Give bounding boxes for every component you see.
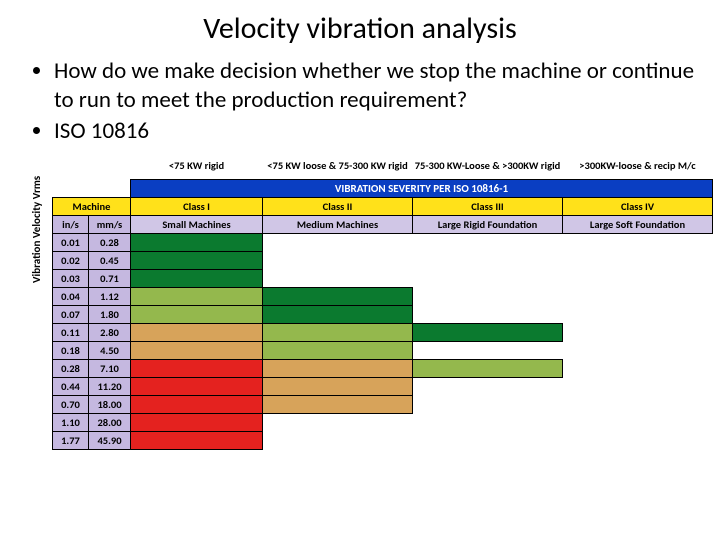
zone-cell	[131, 395, 263, 413]
page-title: Velocity vibration analysis	[24, 10, 696, 47]
val-in: 0.01	[53, 233, 89, 251]
zone-cell	[131, 233, 263, 251]
val-mm: 0.28	[89, 233, 131, 251]
val-in: 0.70	[53, 395, 89, 413]
zone-cell	[263, 341, 413, 359]
zone-cell	[263, 359, 413, 377]
cell	[53, 179, 89, 197]
val-mm: 2.80	[89, 323, 131, 341]
val-in: 1.77	[53, 431, 89, 449]
unit-mm: mm/s	[89, 215, 131, 233]
zone-cell	[263, 323, 413, 341]
zone-cell	[263, 287, 413, 305]
zone-cell	[263, 305, 413, 323]
val-mm: 7.10	[89, 359, 131, 377]
zone-cell	[131, 341, 263, 359]
machine-label: Machine	[53, 197, 131, 215]
val-mm: 4.50	[89, 341, 131, 359]
top-header: 75-300 KW-Loose & >300KW rigid	[413, 153, 563, 179]
val-in: 0.03	[53, 269, 89, 287]
zone-cell	[413, 323, 563, 341]
size-header: Large Soft Foundation	[563, 215, 713, 233]
val-mm: 0.71	[89, 269, 131, 287]
zone-cell	[131, 305, 263, 323]
y-axis-label: Vibration Velocity Vrms	[30, 176, 43, 283]
severity-chart: Vibration Velocity Vrms <75 KW rigid<75 …	[52, 153, 688, 450]
zone-cell	[131, 323, 263, 341]
val-mm: 1.80	[89, 305, 131, 323]
zone-cell	[131, 251, 263, 269]
bullet-item: How do we make decision whether we stop …	[54, 57, 696, 115]
zone-cell	[131, 359, 263, 377]
val-in: 0.44	[53, 377, 89, 395]
val-mm: 28.00	[89, 413, 131, 431]
top-header: >300KW-loose & recip M/c	[563, 153, 713, 179]
val-in: 0.02	[53, 251, 89, 269]
size-header: Large Rigid Foundation	[413, 215, 563, 233]
val-mm: 45.90	[89, 431, 131, 449]
class-header: Class III	[413, 197, 563, 215]
band-title: VIBRATION SEVERITY PER ISO 10816-1	[131, 179, 713, 197]
size-header: Medium Machines	[263, 215, 413, 233]
bullet-item: ISO 10816	[54, 117, 696, 146]
zone-cell	[263, 395, 413, 413]
class-header: Class II	[263, 197, 413, 215]
size-header: Small Machines	[131, 215, 263, 233]
zone-cell	[131, 287, 263, 305]
top-header: <75 KW rigid	[131, 153, 263, 179]
unit-in: in/s	[53, 215, 89, 233]
val-in: 0.07	[53, 305, 89, 323]
val-mm: 1.12	[89, 287, 131, 305]
val-in: 0.11	[53, 323, 89, 341]
cell	[89, 179, 131, 197]
cell	[53, 153, 89, 179]
class-header: Class IV	[563, 197, 713, 215]
zone-cell	[263, 377, 413, 395]
top-header: <75 KW loose & 75-300 KW rigid	[263, 153, 413, 179]
val-mm: 11.20	[89, 377, 131, 395]
zone-cell	[131, 377, 263, 395]
zone-cell	[131, 269, 263, 287]
val-in: 0.18	[53, 341, 89, 359]
val-mm: 18.00	[89, 395, 131, 413]
val-in: 0.28	[53, 359, 89, 377]
zone-cell	[413, 359, 563, 377]
zone-cell	[131, 431, 263, 449]
cell	[89, 153, 131, 179]
severity-table: <75 KW rigid<75 KW loose & 75-300 KW rig…	[52, 153, 713, 450]
val-in: 1.10	[53, 413, 89, 431]
val-in: 0.04	[53, 287, 89, 305]
zone-cell	[131, 413, 263, 431]
val-mm: 0.45	[89, 251, 131, 269]
class-header: Class I	[131, 197, 263, 215]
bullet-list: How do we make decision whether we stop …	[28, 57, 696, 145]
